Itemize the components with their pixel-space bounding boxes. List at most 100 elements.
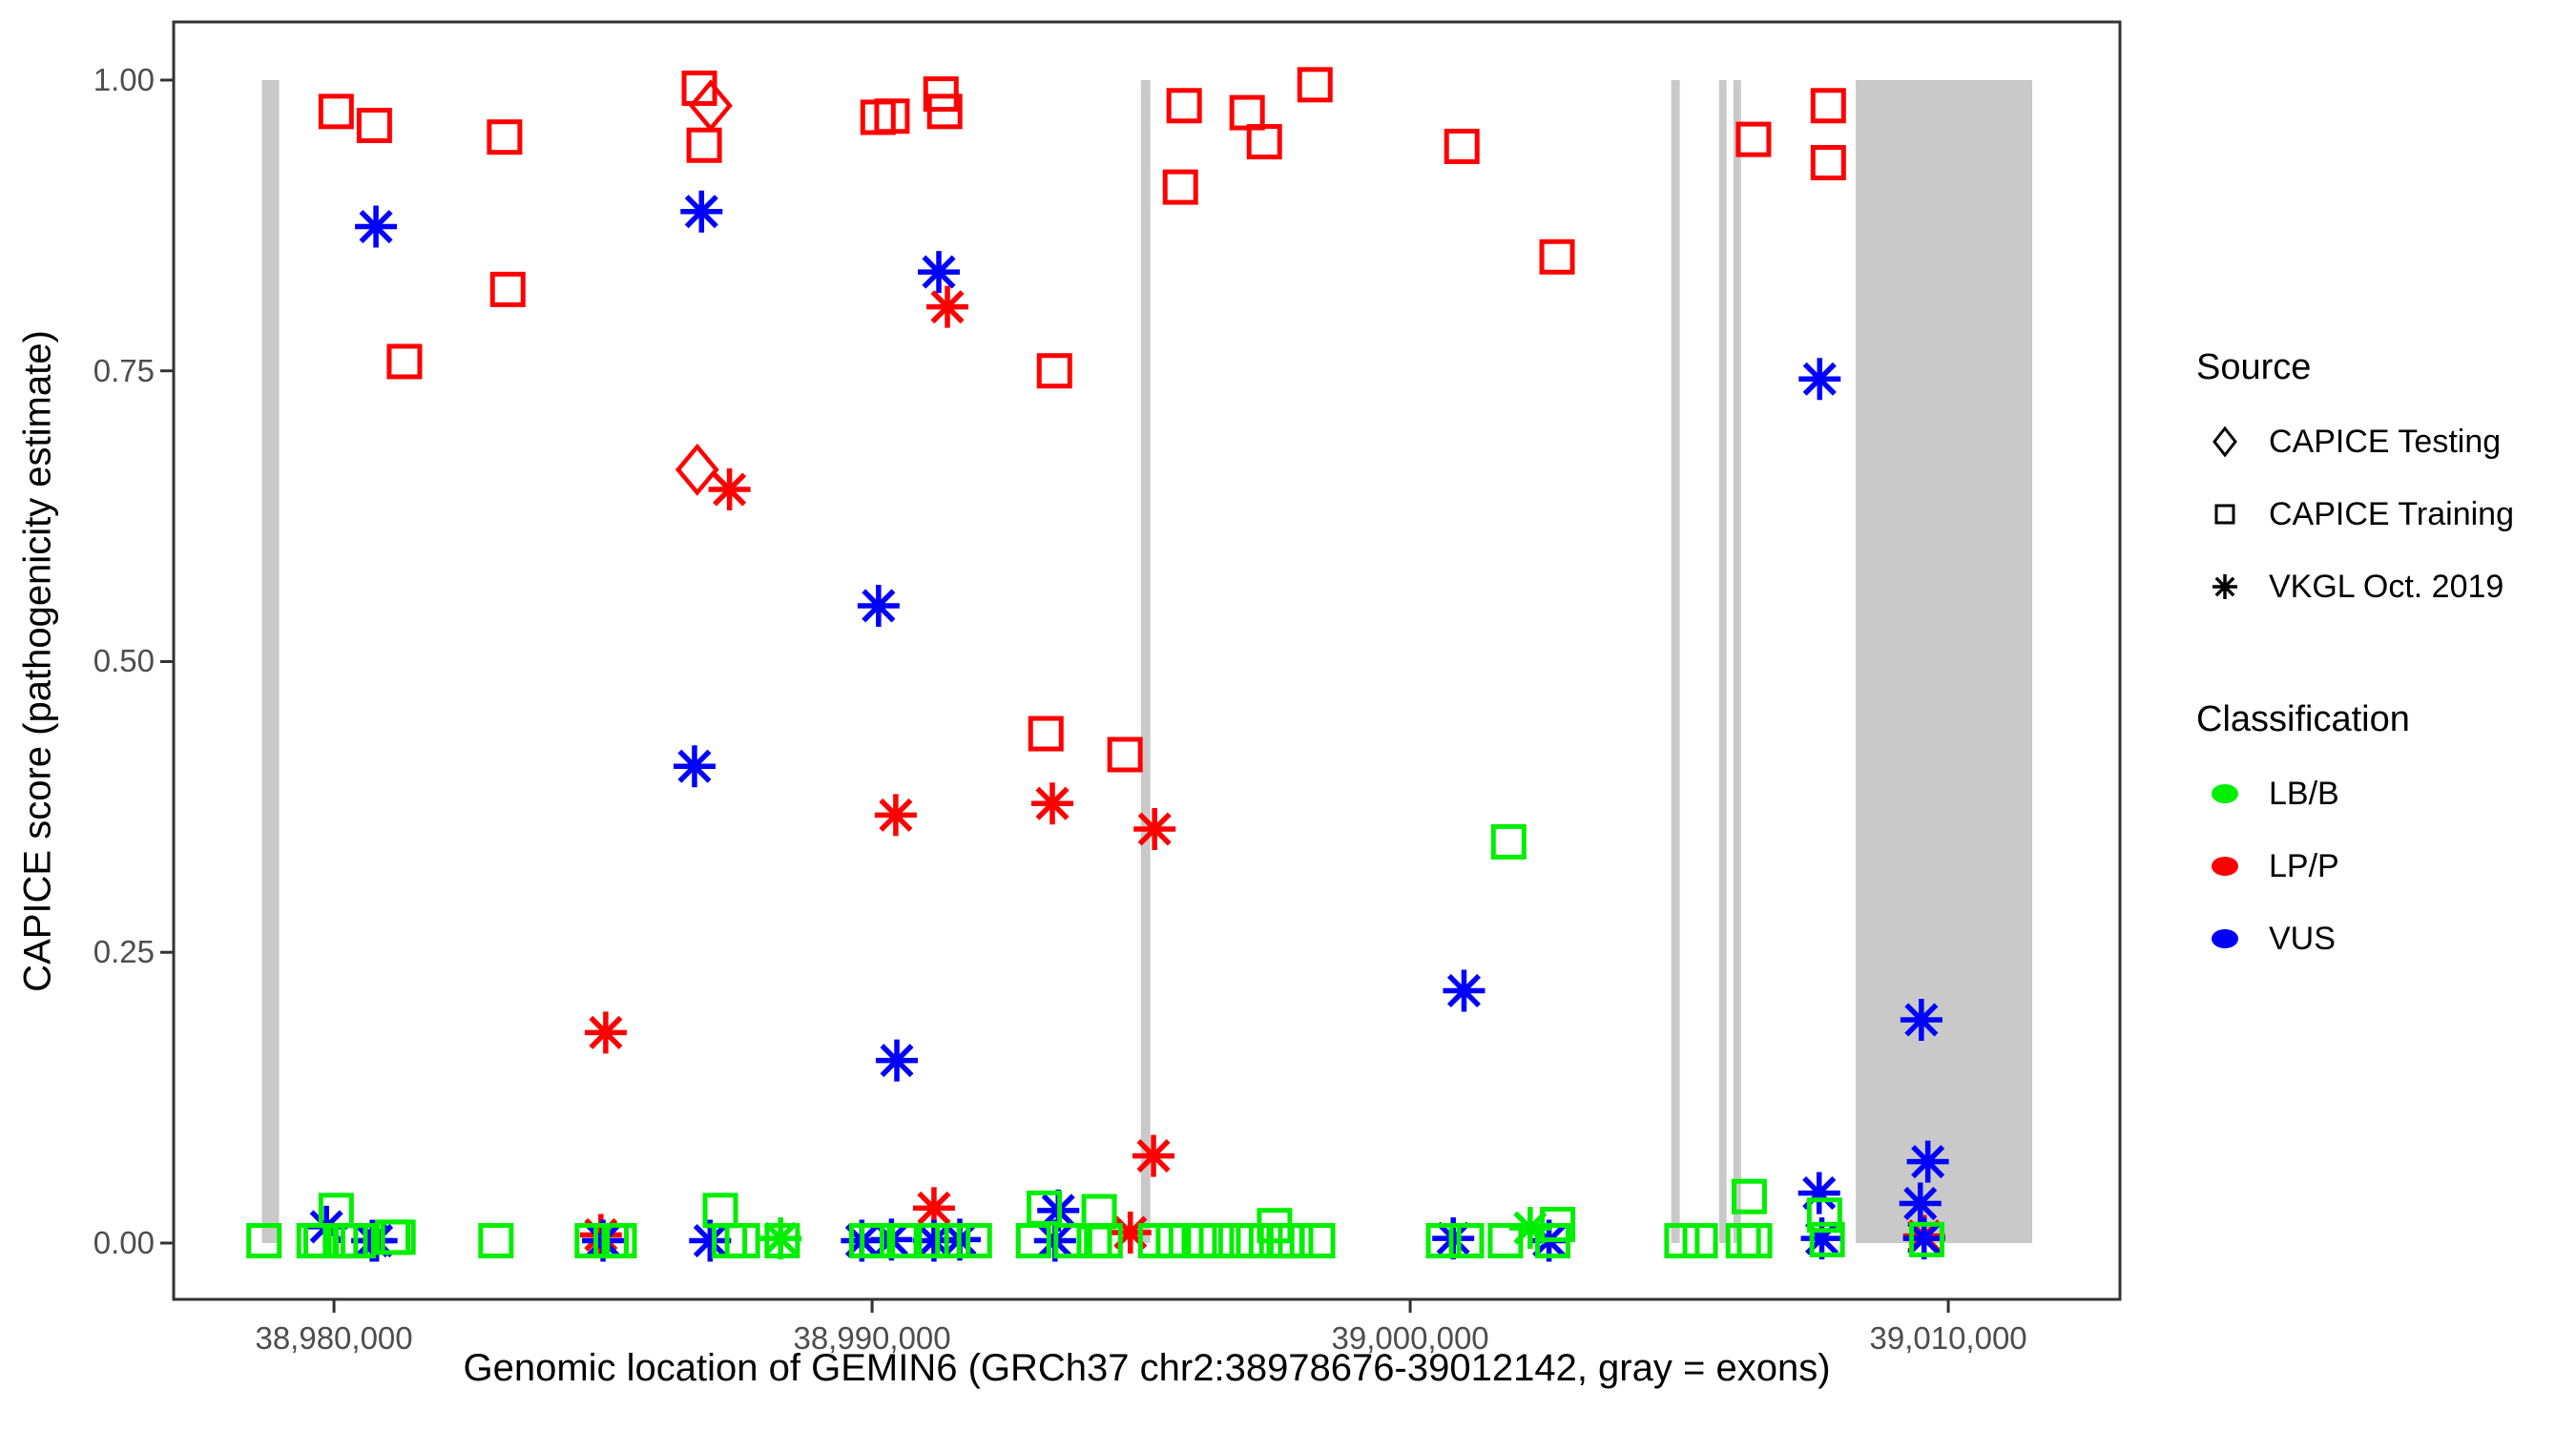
legend-source-title: Source xyxy=(2196,347,2312,387)
data-point-asterisk xyxy=(1132,1134,1175,1177)
legend-item-lb-b: LB/B xyxy=(2196,757,2568,830)
data-point-square xyxy=(1198,1223,1235,1259)
data-point-square xyxy=(1087,1223,1123,1259)
data-point-square xyxy=(1736,1223,1773,1259)
data-point-square xyxy=(1682,1223,1718,1259)
data-point-square xyxy=(1735,121,1772,157)
data-point-diamond xyxy=(688,79,733,133)
y-tick-label: 0.00 xyxy=(93,1224,155,1260)
data-point-square xyxy=(956,1223,992,1259)
data-point-square xyxy=(1166,88,1202,124)
data-point-square xyxy=(1278,1223,1314,1259)
data-point-asterisk xyxy=(876,1039,919,1082)
y-tick-label: 0.75 xyxy=(93,352,155,388)
data-point-square xyxy=(860,1223,896,1259)
data-point-square xyxy=(1806,1197,1842,1234)
data-point-asterisk xyxy=(1109,1212,1152,1255)
legend-classification-items: LB/B LP/P VUS xyxy=(2196,757,2568,975)
square-legend-icon xyxy=(2214,504,2235,525)
legend-item-label: VUS xyxy=(2269,920,2336,957)
legend-item-capice-training: CAPICE Training xyxy=(2196,478,2568,550)
data-point-square xyxy=(1664,1223,1700,1259)
legend-gap xyxy=(2196,623,2568,699)
data-point-square xyxy=(574,1223,611,1259)
data-point-asterisk xyxy=(680,190,723,233)
data-point-square xyxy=(1809,1221,1845,1257)
data-point-square xyxy=(1810,88,1846,124)
data-point-asterisk xyxy=(355,205,398,248)
data-point-square xyxy=(724,1223,760,1259)
legend-item-capice-testing: CAPICE Testing xyxy=(2196,405,2568,478)
data-point-square xyxy=(489,271,526,307)
data-point-square xyxy=(1810,145,1846,181)
legend-item-label: VKGL Oct. 2019 xyxy=(2269,568,2504,605)
data-point-square xyxy=(1053,1223,1090,1259)
diamond-legend-icon xyxy=(2212,425,2237,458)
data-point-asterisk xyxy=(689,1219,732,1262)
data-point-asterisk xyxy=(1800,1217,1843,1260)
data-point-square xyxy=(380,1219,416,1255)
data-point-asterisk xyxy=(1443,969,1485,1012)
data-point-square xyxy=(1229,94,1265,131)
data-point-asterisk xyxy=(1798,358,1841,401)
exon-bar xyxy=(1671,79,1680,1243)
exon-bar xyxy=(1140,79,1151,1243)
legend-source-items: CAPICE Testing CAPICE Training VKGL Oct. 2… xyxy=(2196,405,2568,623)
dot-legend-icon xyxy=(2212,929,2238,948)
data-point-asterisk xyxy=(1031,782,1074,825)
exon-bar xyxy=(1856,79,2033,1243)
data-point-square xyxy=(935,1223,971,1259)
data-point-square xyxy=(913,1223,949,1259)
data-point-square xyxy=(1036,353,1072,389)
exon-bar xyxy=(261,79,280,1243)
data-point-square xyxy=(1217,1223,1254,1259)
data-point-asterisk xyxy=(1900,998,1942,1041)
exon-bar xyxy=(1718,79,1727,1243)
data-point-asterisk xyxy=(918,251,961,294)
legend-item-label: LB/B xyxy=(2269,775,2339,812)
data-point-square xyxy=(1137,1223,1174,1259)
data-point-asterisk xyxy=(912,1219,955,1262)
data-point-square xyxy=(1909,1221,1945,1257)
data-point-square xyxy=(1299,1223,1336,1259)
data-point-square xyxy=(1448,1223,1485,1259)
dot-legend-icon xyxy=(2212,857,2238,876)
y-tick-label: 0.50 xyxy=(93,643,155,679)
data-point-square xyxy=(1725,1223,1761,1259)
legend-item-label: CAPICE Training xyxy=(2269,495,2514,532)
asterisk-legend-icon xyxy=(2212,574,2237,599)
data-point-square xyxy=(1028,716,1064,752)
data-point-asterisk xyxy=(857,584,900,627)
x-tick-label: 38,990,000 xyxy=(793,1320,951,1356)
x-tick-label: 39,000,000 xyxy=(1331,1320,1489,1356)
legend-item-vus: VUS xyxy=(2196,902,2568,975)
data-point-square xyxy=(478,1223,514,1259)
legend-item-lp-p: LP/P xyxy=(2196,830,2568,902)
data-point-square xyxy=(874,98,910,135)
data-point-square xyxy=(1246,124,1282,160)
data-point-asterisk xyxy=(1899,1182,1942,1225)
data-point-square xyxy=(386,343,423,380)
data-point-square xyxy=(1076,1223,1112,1259)
x-axis-title: Genomic location of GEMIN6 (GRCh37 chr2:… xyxy=(463,1347,1831,1389)
data-point-asterisk xyxy=(912,1187,955,1230)
data-point-asterisk xyxy=(584,1011,627,1054)
exon-bar xyxy=(1733,79,1741,1243)
data-point-square xyxy=(601,1223,637,1259)
data-point-square xyxy=(1731,1178,1767,1214)
data-point-square xyxy=(356,107,392,143)
data-point-asterisk xyxy=(1508,1207,1551,1250)
data-point-square xyxy=(340,1223,376,1259)
y-tick-label: 1.00 xyxy=(93,61,155,97)
x-tick-label: 38,980,000 xyxy=(255,1320,413,1356)
data-point-asterisk xyxy=(759,1217,802,1260)
data-point-square xyxy=(1081,1193,1117,1230)
data-point-square xyxy=(1539,238,1575,275)
data-point-asterisk xyxy=(1906,1140,1949,1183)
data-point-square xyxy=(886,1223,923,1259)
data-point-diamond xyxy=(675,443,719,496)
legend-item-label: LP/P xyxy=(2269,847,2339,884)
data-point-square xyxy=(318,93,354,130)
data-point-asterisk xyxy=(1797,1172,1840,1214)
